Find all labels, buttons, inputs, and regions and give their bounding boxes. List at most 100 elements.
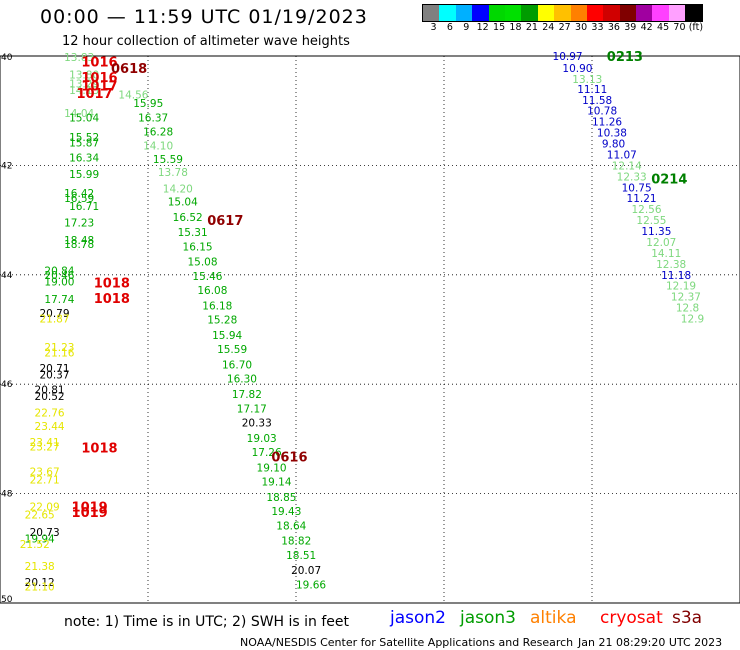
swh-value: 19.00 xyxy=(44,276,74,288)
chart-title: 00:00 — 11:59 UTC 01/19/2023 xyxy=(40,6,368,28)
swh-value: 11.21 xyxy=(627,193,657,205)
legend-altika: altika xyxy=(530,608,577,628)
swh-value: 21.52 xyxy=(20,539,50,551)
swh-value: 12.9 xyxy=(681,314,704,326)
swh-value: 22.76 xyxy=(35,408,65,420)
legend-jason2: jason2 xyxy=(390,608,446,628)
color-scale-label: 45 xyxy=(657,22,670,33)
color-scale-label: 27 xyxy=(558,22,571,33)
swh-value: 12.8 xyxy=(676,303,699,315)
pass-time: 1018 xyxy=(94,276,130,291)
credit-line: NOAA/NESDIS Center for Satellite Applica… xyxy=(240,636,574,649)
swh-value: 21.87 xyxy=(39,314,69,326)
pass-time: 1016 xyxy=(81,55,117,70)
swh-value: 14.10 xyxy=(143,141,173,153)
swh-value: 20.73 xyxy=(30,527,60,539)
swh-value: 15.04 xyxy=(168,197,198,209)
swh-value: 13.29 xyxy=(69,78,99,90)
grid-lines xyxy=(0,56,740,603)
color-scale-label: 12 xyxy=(476,22,489,33)
color-swatch xyxy=(636,5,653,21)
swh-value: 20.37 xyxy=(39,369,69,381)
swh-value: 12.56 xyxy=(631,204,661,216)
pass-time: 1017 xyxy=(81,80,117,95)
swh-value: 16.37 xyxy=(138,112,168,124)
wave-height-labels: 13.8313.8013.2914.1314.0415.0415.5215.87… xyxy=(20,51,704,594)
chart-header: 00:00 — 11:59 UTC 01/19/2023 12 hour col… xyxy=(0,0,740,56)
pass-time-labels: 1016061810161017101706171018101806161018… xyxy=(72,50,688,521)
swh-value: 11.35 xyxy=(641,226,671,238)
legend-s3a: s3a xyxy=(672,608,703,628)
swh-value: 19.14 xyxy=(261,477,291,489)
y-tick-label: 48 xyxy=(1,490,13,500)
swh-value: 18.48 xyxy=(64,235,94,247)
y-tick-label: 40 xyxy=(1,53,13,63)
swh-value: 23.27 xyxy=(30,442,60,454)
swh-value: 20.46 xyxy=(44,270,74,282)
swh-value: 20.33 xyxy=(242,417,272,429)
swh-value: 19.43 xyxy=(271,506,301,518)
swh-value: 15.08 xyxy=(187,257,217,269)
pass-time: 0616 xyxy=(271,450,307,465)
swh-value: 9.80 xyxy=(602,139,625,151)
swh-value: 16.52 xyxy=(173,212,203,224)
pass-time: 1019 xyxy=(72,506,108,521)
pass-time: 0214 xyxy=(651,173,687,188)
swh-value: 21.38 xyxy=(25,561,55,573)
color-swatch xyxy=(439,5,456,21)
swh-value: 14.20 xyxy=(163,183,193,195)
swh-value: 15.95 xyxy=(133,98,163,110)
swh-value: 17.26 xyxy=(252,447,282,459)
swh-value: 22.09 xyxy=(30,502,60,514)
swh-value: 20.52 xyxy=(35,391,65,403)
swh-value: 14.56 xyxy=(118,89,148,101)
swh-value: 21.23 xyxy=(44,342,74,354)
color-scale-label: (ft) xyxy=(688,22,704,33)
swh-value: 21.10 xyxy=(25,582,55,594)
swh-value: 14.13 xyxy=(69,85,99,97)
color-swatch xyxy=(603,5,620,21)
swh-value: 13.80 xyxy=(69,70,99,82)
y-tick-label: 50 xyxy=(1,595,13,604)
pass-time: 1018 xyxy=(81,442,117,457)
swh-value: 19.03 xyxy=(247,433,277,445)
swh-value: 16.18 xyxy=(202,300,232,312)
color-swatch xyxy=(488,5,505,21)
swh-value: 10.90 xyxy=(562,63,592,75)
swh-value: 16.71 xyxy=(69,201,99,213)
color-scale-label: 70 xyxy=(673,22,686,33)
color-swatch xyxy=(472,5,489,21)
swh-value: 20.84 xyxy=(44,265,74,277)
color-swatch xyxy=(570,5,587,21)
color-swatch xyxy=(652,5,669,21)
swh-value: 18.82 xyxy=(281,536,311,548)
chart-footer: note: 1) Time is in UTC; 2) SWH is in fe… xyxy=(0,604,740,650)
swh-value: 20.71 xyxy=(39,363,69,375)
pass-time: 0618 xyxy=(111,62,147,77)
swh-value: 12.07 xyxy=(646,237,676,249)
swh-value: 13.83 xyxy=(64,52,94,64)
swh-value: 13.78 xyxy=(158,167,188,179)
swh-value: 11.26 xyxy=(592,117,622,129)
swh-value: 23.67 xyxy=(30,467,60,479)
swh-value: 18.78 xyxy=(64,239,94,251)
swh-value: 12.33 xyxy=(617,171,647,183)
swh-value: 16.70 xyxy=(222,360,252,372)
swh-value: 20.12 xyxy=(25,577,55,589)
swh-value: 15.52 xyxy=(69,132,99,144)
color-scale-label: 33 xyxy=(591,22,604,33)
color-scale-label: 42 xyxy=(640,22,653,33)
swh-value: 10.78 xyxy=(587,106,617,118)
color-scale-label: 24 xyxy=(542,22,555,33)
color-scale-label: 15 xyxy=(493,22,506,33)
pass-time: 0213 xyxy=(607,50,643,65)
swh-value: 10.97 xyxy=(553,51,583,63)
color-scale-label: 18 xyxy=(509,22,522,33)
swh-value: 14.11 xyxy=(651,248,681,260)
swh-value: 17.74 xyxy=(44,294,74,306)
swh-value: 16.28 xyxy=(143,126,173,138)
swh-value: 17.17 xyxy=(237,403,267,415)
swh-value: 16.30 xyxy=(227,374,257,386)
color-swatch xyxy=(423,5,440,21)
